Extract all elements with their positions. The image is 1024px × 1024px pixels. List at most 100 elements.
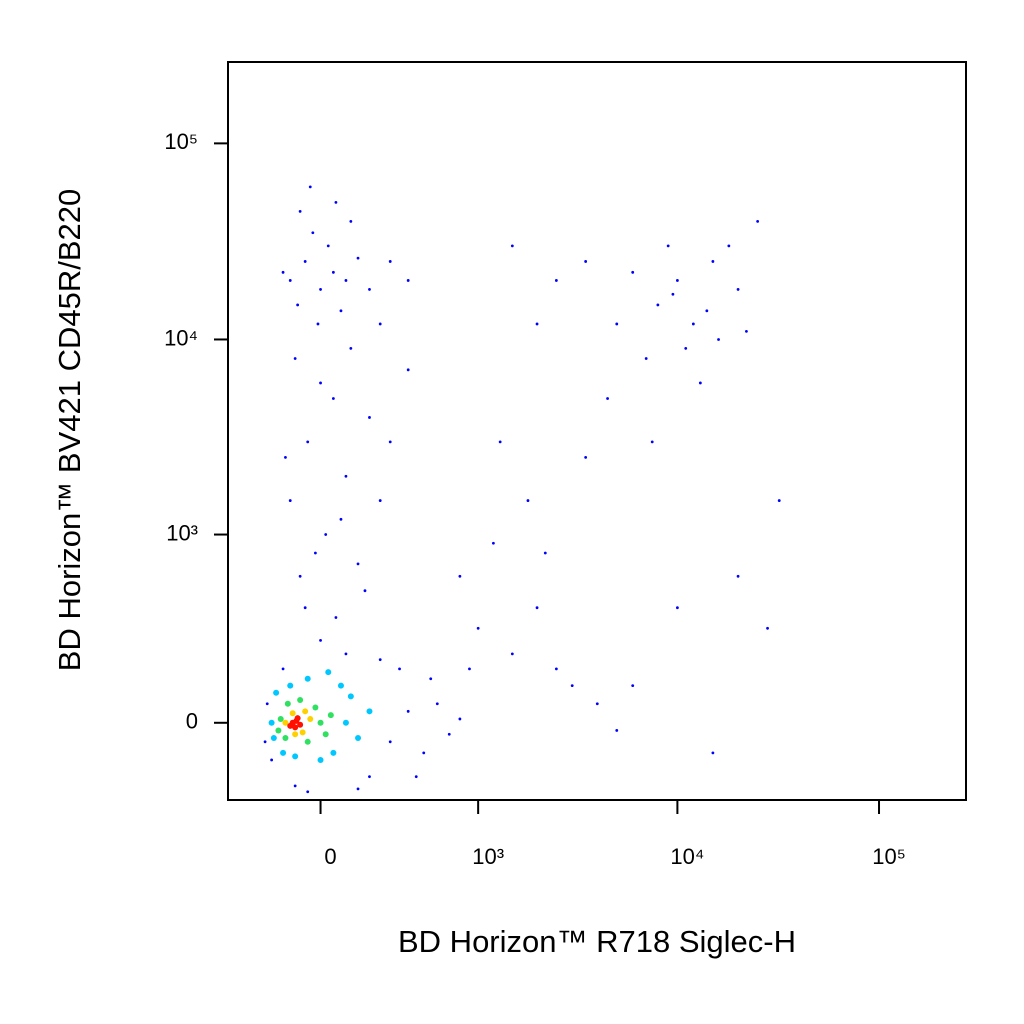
data-point [317, 756, 324, 763]
data-point [324, 533, 328, 536]
data-point [334, 201, 338, 204]
y-tick-label: 10⁵ [164, 129, 198, 154]
data-point [684, 347, 688, 350]
data-point [304, 738, 311, 745]
data-point [705, 309, 709, 313]
data-point [711, 751, 715, 755]
data-point [366, 708, 373, 715]
data-point [308, 185, 312, 189]
data-point [756, 220, 760, 223]
data-point [349, 220, 353, 223]
data-point [429, 677, 433, 681]
x-tick-label: 10⁵ [872, 844, 906, 869]
data-point [330, 749, 337, 756]
plot-frame [227, 61, 967, 801]
data-point [406, 368, 410, 372]
data-point [355, 735, 362, 742]
x-tick-label: 0 [324, 844, 336, 869]
data-point [288, 279, 292, 282]
data-point [595, 702, 599, 706]
data-point [303, 606, 307, 610]
data-point [298, 209, 302, 213]
data-point [313, 551, 317, 555]
data-point [327, 712, 334, 719]
data-point [543, 551, 547, 555]
data-point [319, 638, 322, 642]
data-point [388, 260, 392, 263]
data-point [526, 499, 530, 502]
data-point [736, 288, 740, 291]
data-point [270, 758, 274, 762]
data-point [347, 693, 354, 700]
data-point [273, 689, 280, 696]
data-point [268, 719, 275, 726]
data-point [510, 244, 514, 248]
data-point [337, 682, 344, 689]
data-point [306, 440, 310, 444]
data-point [711, 260, 715, 263]
data-point [615, 729, 619, 732]
data-point [263, 740, 267, 744]
data-point [275, 727, 282, 734]
data-point [356, 256, 360, 260]
data-point [349, 347, 353, 350]
data-point [342, 719, 349, 726]
data-point [284, 455, 287, 459]
data-point [297, 721, 304, 728]
y-tick-label: 10³ [166, 520, 198, 545]
data-point [777, 499, 781, 502]
data-point [319, 381, 322, 385]
data-point [307, 715, 314, 722]
data-point [277, 715, 284, 722]
data-point [296, 303, 300, 307]
data-point [727, 244, 731, 248]
data-point [368, 416, 371, 419]
data-point [606, 397, 609, 400]
data-point [510, 652, 514, 656]
data-point [299, 729, 306, 736]
data-point [717, 338, 720, 341]
data-point [631, 270, 635, 274]
data-point [306, 790, 310, 794]
data-point [316, 322, 320, 326]
data-point [265, 702, 269, 706]
data-point [282, 719, 289, 726]
data-point [302, 708, 309, 715]
data-point [458, 717, 462, 721]
data-point [292, 753, 299, 760]
data-point [356, 562, 360, 566]
data-point [458, 574, 462, 578]
data-point [766, 626, 769, 630]
data-point [447, 732, 451, 736]
y-tick-label: 0 [186, 709, 198, 734]
data-point [284, 700, 291, 707]
data-point [406, 709, 410, 713]
data-point [745, 329, 748, 333]
data-point [378, 499, 382, 502]
data-point [297, 697, 304, 704]
data-point [326, 244, 330, 248]
data-point [666, 244, 670, 248]
data-point [281, 667, 285, 671]
data-point [339, 517, 343, 521]
data-point [584, 455, 588, 459]
data-point [331, 397, 335, 400]
data-point [293, 784, 297, 788]
data-point [289, 710, 296, 717]
data-point [414, 775, 418, 779]
data-point [270, 735, 277, 742]
data-point [422, 751, 426, 755]
data-point [675, 279, 679, 282]
data-point [304, 675, 311, 682]
x-tick-label: 10⁴ [670, 844, 704, 869]
data-point [344, 474, 348, 478]
data-point [388, 440, 392, 444]
data-point [293, 357, 297, 360]
data-point [398, 667, 401, 671]
data-point [671, 292, 675, 296]
data-point [312, 704, 319, 711]
data-point [292, 731, 299, 738]
data-point [570, 684, 574, 688]
data-point [368, 288, 371, 291]
